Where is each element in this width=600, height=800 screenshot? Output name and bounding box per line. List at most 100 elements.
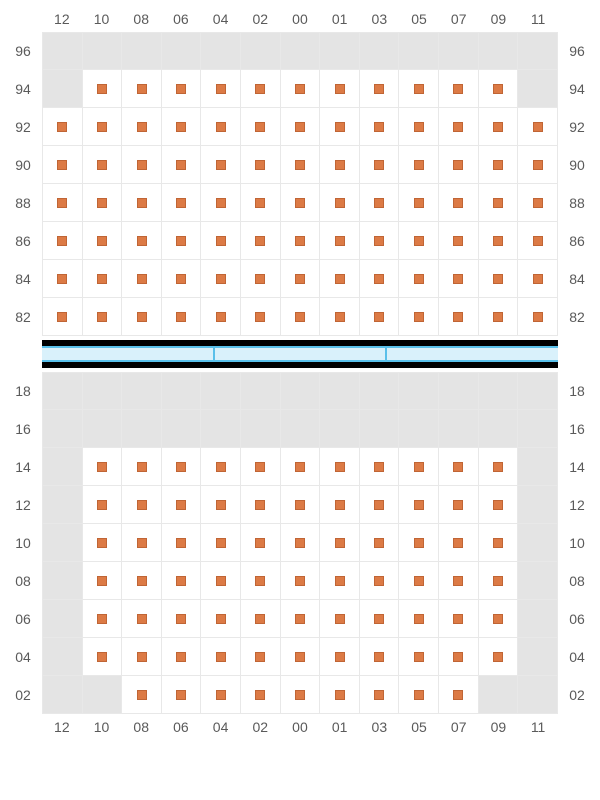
slot-cell[interactable]: [122, 600, 162, 638]
slot-cell[interactable]: [439, 600, 479, 638]
slot-cell[interactable]: [320, 486, 360, 524]
slot-cell[interactable]: [360, 676, 400, 714]
slot-cell[interactable]: [241, 524, 281, 562]
slot-cell[interactable]: [162, 260, 202, 298]
slot-cell[interactable]: [479, 638, 519, 676]
slot-cell[interactable]: [241, 108, 281, 146]
slot-cell[interactable]: [439, 70, 479, 108]
slot-cell[interactable]: [439, 222, 479, 260]
slot-cell[interactable]: [399, 448, 439, 486]
slot-cell[interactable]: [241, 676, 281, 714]
slot-cell[interactable]: [320, 448, 360, 486]
slot-cell[interactable]: [479, 146, 519, 184]
slot-cell[interactable]: [281, 448, 321, 486]
slot-cell[interactable]: [162, 676, 202, 714]
slot-cell[interactable]: [201, 70, 241, 108]
slot-cell[interactable]: [83, 146, 123, 184]
slot-cell[interactable]: [518, 298, 558, 336]
slot-cell[interactable]: [439, 260, 479, 298]
slot-cell[interactable]: [281, 524, 321, 562]
slot-cell[interactable]: [201, 146, 241, 184]
slot-cell[interactable]: [162, 222, 202, 260]
slot-cell[interactable]: [43, 222, 83, 260]
slot-cell[interactable]: [83, 222, 123, 260]
slot-cell[interactable]: [83, 562, 123, 600]
slot-cell[interactable]: [281, 486, 321, 524]
slot-cell[interactable]: [43, 260, 83, 298]
slot-cell[interactable]: [479, 562, 519, 600]
slot-cell[interactable]: [479, 184, 519, 222]
slot-cell[interactable]: [281, 146, 321, 184]
slot-cell[interactable]: [201, 298, 241, 336]
slot-cell[interactable]: [399, 600, 439, 638]
slot-cell[interactable]: [241, 638, 281, 676]
slot-cell[interactable]: [122, 298, 162, 336]
slot-cell[interactable]: [360, 108, 400, 146]
slot-cell[interactable]: [83, 108, 123, 146]
slot-cell[interactable]: [201, 676, 241, 714]
slot-cell[interactable]: [162, 600, 202, 638]
slot-cell[interactable]: [43, 298, 83, 336]
slot-cell[interactable]: [360, 562, 400, 600]
slot-cell[interactable]: [241, 600, 281, 638]
slot-cell[interactable]: [241, 298, 281, 336]
slot-cell[interactable]: [122, 184, 162, 222]
slot-cell[interactable]: [320, 562, 360, 600]
slot-cell[interactable]: [281, 298, 321, 336]
slot-cell[interactable]: [479, 298, 519, 336]
slot-cell[interactable]: [83, 184, 123, 222]
slot-cell[interactable]: [399, 562, 439, 600]
slot-cell[interactable]: [439, 486, 479, 524]
slot-cell[interactable]: [201, 260, 241, 298]
slot-cell[interactable]: [479, 524, 519, 562]
slot-cell[interactable]: [162, 524, 202, 562]
slot-cell[interactable]: [518, 146, 558, 184]
slot-cell[interactable]: [399, 184, 439, 222]
slot-cell[interactable]: [122, 486, 162, 524]
slot-cell[interactable]: [83, 600, 123, 638]
slot-cell[interactable]: [320, 70, 360, 108]
slot-cell[interactable]: [201, 600, 241, 638]
slot-cell[interactable]: [281, 70, 321, 108]
slot-cell[interactable]: [360, 184, 400, 222]
slot-cell[interactable]: [439, 676, 479, 714]
slot-cell[interactable]: [518, 260, 558, 298]
slot-cell[interactable]: [320, 146, 360, 184]
slot-cell[interactable]: [399, 222, 439, 260]
slot-cell[interactable]: [399, 486, 439, 524]
slot-cell[interactable]: [360, 448, 400, 486]
slot-cell[interactable]: [201, 638, 241, 676]
slot-cell[interactable]: [360, 638, 400, 676]
slot-cell[interactable]: [320, 184, 360, 222]
slot-cell[interactable]: [122, 638, 162, 676]
slot-cell[interactable]: [360, 260, 400, 298]
slot-cell[interactable]: [479, 222, 519, 260]
slot-cell[interactable]: [320, 600, 360, 638]
slot-cell[interactable]: [439, 108, 479, 146]
slot-cell[interactable]: [320, 298, 360, 336]
slot-cell[interactable]: [201, 448, 241, 486]
slot-cell[interactable]: [281, 222, 321, 260]
slot-cell[interactable]: [518, 184, 558, 222]
slot-cell[interactable]: [162, 70, 202, 108]
slot-cell[interactable]: [201, 222, 241, 260]
slot-cell[interactable]: [162, 146, 202, 184]
slot-cell[interactable]: [162, 298, 202, 336]
slot-cell[interactable]: [241, 562, 281, 600]
slot-cell[interactable]: [201, 524, 241, 562]
slot-cell[interactable]: [122, 108, 162, 146]
slot-cell[interactable]: [360, 222, 400, 260]
slot-cell[interactable]: [162, 486, 202, 524]
slot-cell[interactable]: [162, 184, 202, 222]
slot-cell[interactable]: [399, 524, 439, 562]
slot-cell[interactable]: [399, 146, 439, 184]
slot-cell[interactable]: [439, 184, 479, 222]
slot-cell[interactable]: [360, 524, 400, 562]
slot-cell[interactable]: [320, 524, 360, 562]
slot-cell[interactable]: [360, 298, 400, 336]
slot-cell[interactable]: [479, 448, 519, 486]
slot-cell[interactable]: [201, 486, 241, 524]
slot-cell[interactable]: [83, 260, 123, 298]
slot-cell[interactable]: [43, 184, 83, 222]
slot-cell[interactable]: [122, 222, 162, 260]
